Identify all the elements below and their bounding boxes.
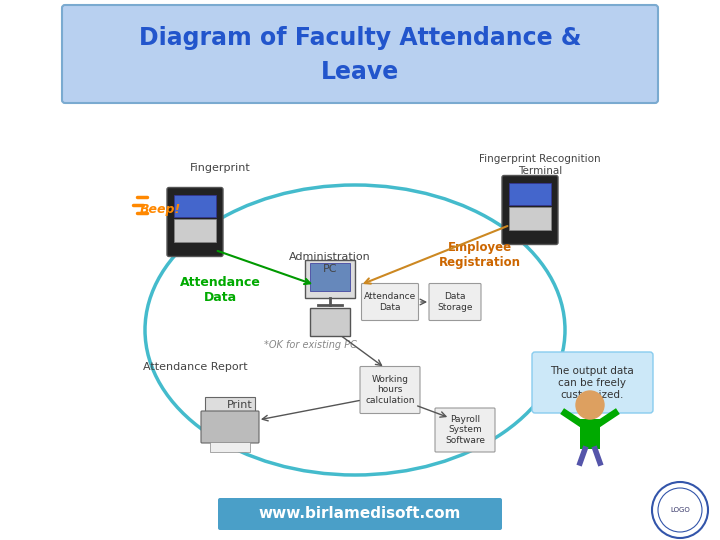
- Text: LOGO: LOGO: [670, 507, 690, 513]
- FancyBboxPatch shape: [509, 183, 551, 205]
- FancyBboxPatch shape: [218, 498, 502, 530]
- Text: Data
Storage: Data Storage: [437, 292, 473, 312]
- FancyBboxPatch shape: [210, 442, 250, 452]
- FancyBboxPatch shape: [360, 367, 420, 414]
- Text: Employee
Registration: Employee Registration: [439, 241, 521, 269]
- FancyBboxPatch shape: [429, 284, 481, 321]
- Text: *OK for existing PC: *OK for existing PC: [264, 340, 356, 350]
- Text: Beep!: Beep!: [140, 204, 181, 217]
- Text: Attendance
Data: Attendance Data: [179, 276, 261, 304]
- FancyBboxPatch shape: [580, 419, 600, 449]
- FancyBboxPatch shape: [361, 284, 418, 321]
- FancyBboxPatch shape: [532, 352, 653, 413]
- FancyBboxPatch shape: [205, 397, 255, 412]
- FancyBboxPatch shape: [174, 194, 216, 217]
- Text: Fingerprint: Fingerprint: [189, 163, 251, 173]
- Circle shape: [652, 482, 708, 538]
- Text: Leave: Leave: [321, 60, 399, 84]
- Text: Attendance
Data: Attendance Data: [364, 292, 416, 312]
- FancyBboxPatch shape: [509, 207, 551, 229]
- Text: Fingerprint Recognition
Terminal: Fingerprint Recognition Terminal: [480, 154, 600, 176]
- Text: Administration
PC: Administration PC: [289, 252, 371, 274]
- Text: The output data
can be freely
customized.: The output data can be freely customized…: [550, 367, 634, 400]
- FancyBboxPatch shape: [310, 308, 350, 336]
- Text: Print: Print: [227, 400, 253, 410]
- FancyBboxPatch shape: [435, 408, 495, 452]
- Text: Diagram of Faculty Attendance &: Diagram of Faculty Attendance &: [139, 26, 581, 50]
- Text: Payroll
System
Software: Payroll System Software: [445, 415, 485, 445]
- FancyBboxPatch shape: [201, 411, 259, 443]
- Text: Attendance Report: Attendance Report: [143, 362, 247, 372]
- FancyBboxPatch shape: [310, 263, 350, 291]
- Text: www.birlamedisoft.com: www.birlamedisoft.com: [258, 507, 462, 522]
- FancyBboxPatch shape: [305, 260, 355, 298]
- FancyBboxPatch shape: [167, 187, 223, 256]
- Circle shape: [576, 391, 604, 419]
- FancyBboxPatch shape: [62, 5, 658, 103]
- FancyBboxPatch shape: [174, 219, 216, 241]
- FancyBboxPatch shape: [502, 176, 558, 245]
- Text: Working
hours
calculation: Working hours calculation: [365, 375, 415, 405]
